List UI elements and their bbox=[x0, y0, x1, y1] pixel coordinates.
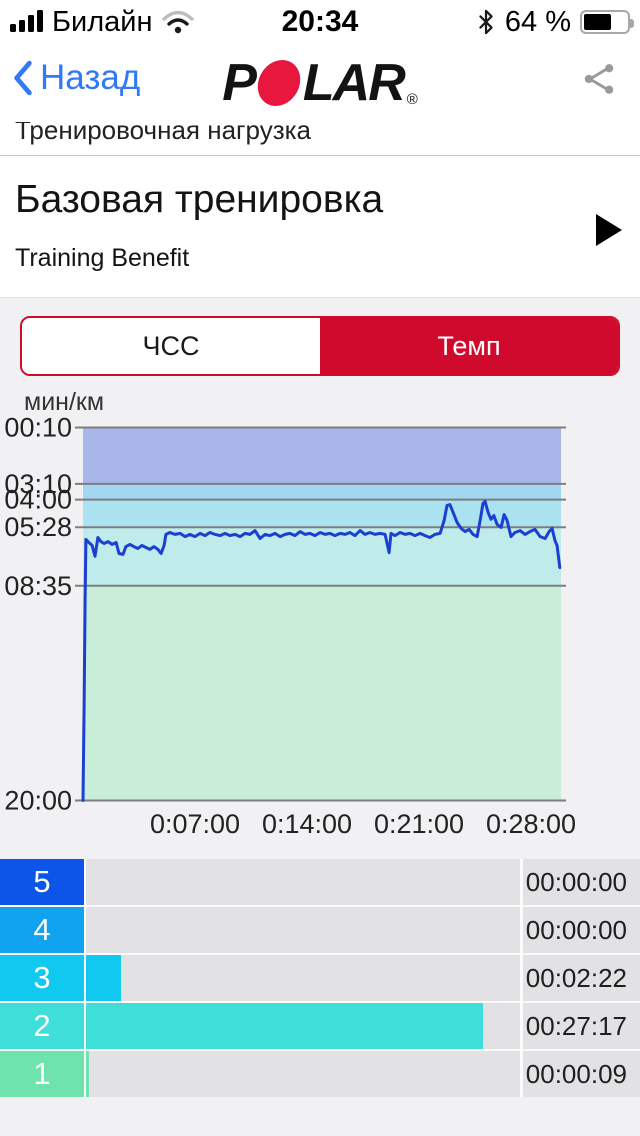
zone-band bbox=[83, 427, 561, 484]
zone-time: 00:00:00 bbox=[523, 907, 640, 953]
y-tick-label: 05:28 bbox=[4, 512, 72, 542]
tab-heart-rate[interactable]: ЧСС bbox=[22, 318, 320, 374]
cell-signal-icon bbox=[10, 10, 43, 32]
y-tick-label: 04:00 bbox=[4, 485, 72, 515]
zone-bar-track bbox=[86, 1051, 520, 1097]
polar-logo-o-icon bbox=[254, 60, 304, 106]
nav-bar: Назад P LAR ® bbox=[0, 44, 640, 122]
share-icon bbox=[584, 64, 614, 94]
zone-band bbox=[83, 527, 561, 586]
x-tick-label: 0:28:00 bbox=[486, 809, 576, 839]
zone-time: 00:02:22 bbox=[523, 955, 640, 1001]
zone-band bbox=[83, 585, 561, 801]
training-load-label: Тренировочная нагрузка bbox=[15, 122, 312, 145]
zone-row: 5 00:00:00 bbox=[0, 859, 640, 905]
zone-bar-track bbox=[86, 1003, 520, 1049]
bluetooth-icon bbox=[479, 9, 493, 35]
y-tick-label: 03:10 bbox=[4, 469, 72, 499]
scrolled-section-header: Тренировочная нагрузка bbox=[0, 122, 640, 156]
training-benefit-label: Training Benefit bbox=[15, 244, 190, 272]
zone-bar bbox=[86, 1003, 484, 1049]
wifi-icon bbox=[161, 10, 194, 34]
battery-percent-label: 64 % bbox=[504, 5, 571, 38]
zone-number-badge: 5 bbox=[0, 859, 84, 905]
zone-bar-track bbox=[86, 859, 520, 905]
pace-chart-container: мин/км 00:10 03:10 04:00 05:28 08:35 20:00 0:0… bbox=[0, 388, 640, 843]
page-title: Базовая тренировка bbox=[15, 178, 384, 221]
y-axis-unit-label: мин/км bbox=[24, 388, 104, 416]
zone-number-badge: 1 bbox=[0, 1051, 84, 1097]
zone-time: 00:27:17 bbox=[523, 1003, 640, 1049]
chevron-left-icon bbox=[14, 60, 32, 96]
y-tick-label: 20:00 bbox=[4, 786, 72, 816]
zone-number-badge: 2 bbox=[0, 1003, 84, 1049]
zone-bar-track bbox=[86, 907, 520, 953]
carrier-label: Билайн bbox=[52, 5, 153, 38]
chart-section: ЧСС Темп мин/км 00:10 03:10 04:00 05:28 08:3… bbox=[0, 298, 640, 1097]
registered-mark: ® bbox=[406, 91, 418, 108]
zone-bar-track bbox=[86, 955, 520, 1001]
y-tick-label: 08:35 bbox=[4, 571, 72, 601]
x-tick-label: 0:07:00 bbox=[150, 809, 240, 839]
y-tick-label: 00:10 bbox=[4, 413, 72, 443]
zone-band bbox=[83, 483, 561, 500]
status-bar: Билайн 20:34 64 % bbox=[0, 0, 640, 44]
zone-time: 00:00:09 bbox=[523, 1051, 640, 1097]
zone-bar bbox=[86, 1051, 90, 1097]
x-tick-label: 0:14:00 bbox=[262, 809, 352, 839]
x-tick-label: 0:21:00 bbox=[374, 809, 464, 839]
zone-time: 00:00:00 bbox=[523, 859, 640, 905]
zone-row: 1 00:00:09 bbox=[0, 1051, 640, 1097]
workout-header: Базовая тренировка Training Benefit bbox=[0, 156, 640, 298]
tab-pace[interactable]: Темп bbox=[320, 318, 618, 374]
zone-number-badge: 3 bbox=[0, 955, 84, 1001]
metric-segmented-control: ЧСС Темп bbox=[20, 316, 620, 376]
battery-icon bbox=[580, 10, 634, 34]
zone-number-badge: 4 bbox=[0, 907, 84, 953]
back-button[interactable]: Назад bbox=[12, 58, 140, 98]
zones-table: 5 00:00:00 4 00:00:00 3 00:02:22 2 00:27:17 1 00:… bbox=[0, 859, 640, 1097]
zone-row: 3 00:02:22 bbox=[0, 955, 640, 1001]
back-button-label: Назад bbox=[40, 58, 141, 97]
zone-row: 2 00:27:17 bbox=[0, 1003, 640, 1049]
zone-bar bbox=[86, 955, 122, 1001]
share-button[interactable] bbox=[582, 62, 616, 101]
polar-logo: P LAR ® bbox=[222, 54, 418, 112]
clock: 20:34 bbox=[281, 5, 359, 38]
play-button[interactable] bbox=[596, 214, 622, 246]
zone-row: 4 00:00:00 bbox=[0, 907, 640, 953]
pace-line bbox=[81, 500, 562, 802]
